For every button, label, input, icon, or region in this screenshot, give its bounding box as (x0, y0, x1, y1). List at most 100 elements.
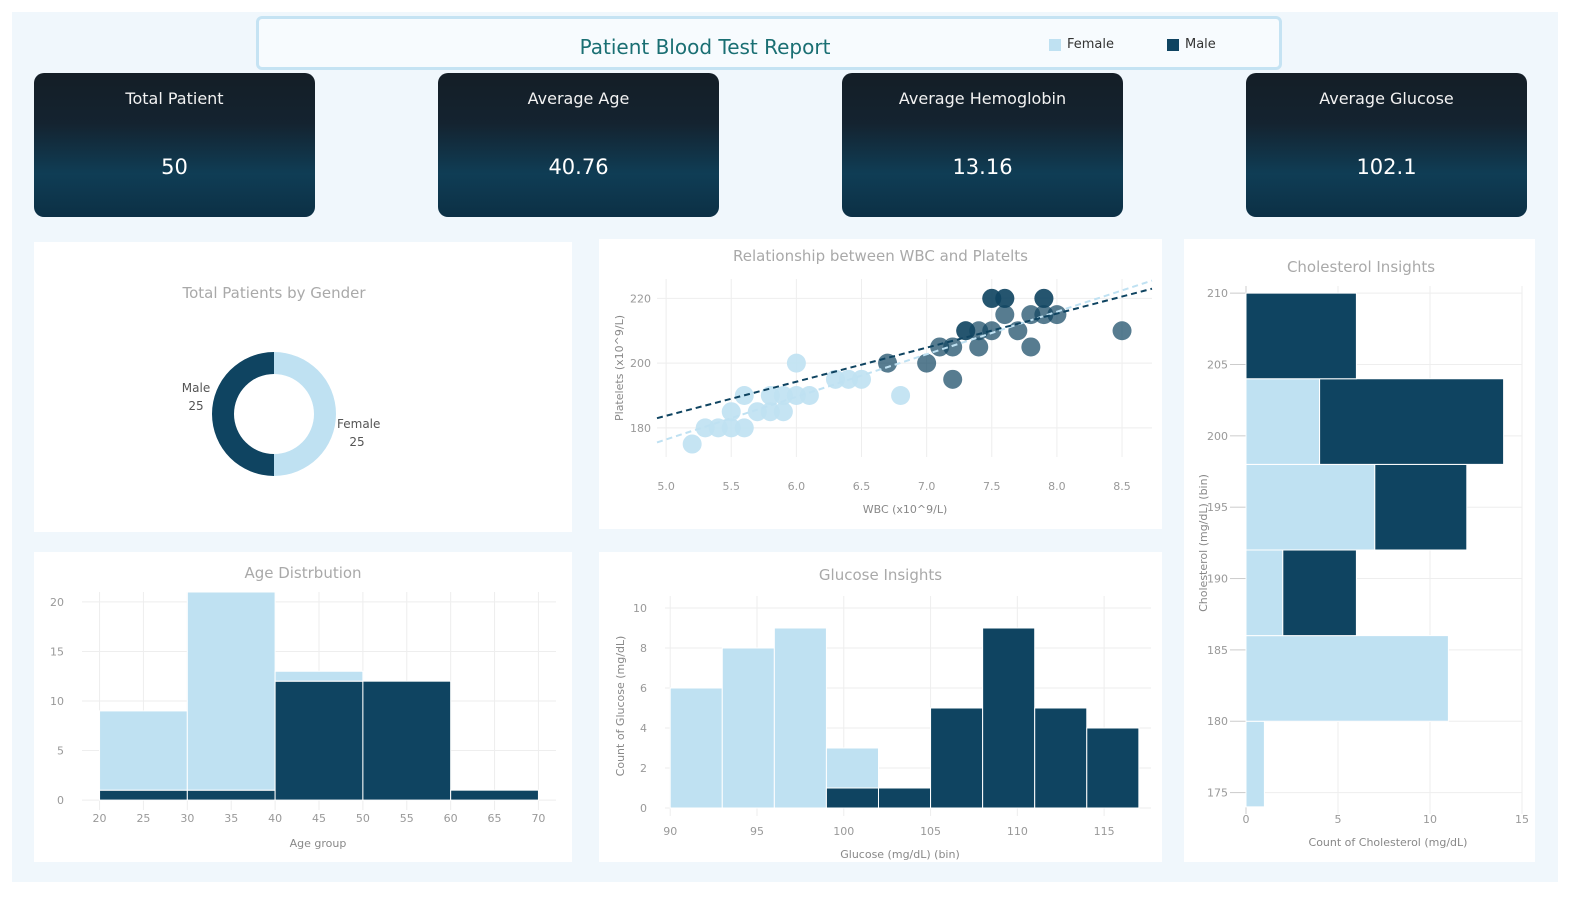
donut-label-male: Male (182, 381, 210, 395)
scatter-point-female (891, 386, 911, 406)
bar-male (930, 707, 984, 809)
report-header: Patient Blood Test Report Female Male (256, 16, 1282, 70)
bar-female (186, 591, 276, 791)
y-tick-label: 195 (1207, 501, 1228, 514)
x-tick-label: 7.5 (983, 480, 1001, 493)
y-tick-label: 175 (1207, 787, 1228, 800)
x-tick-label: 8.5 (1113, 480, 1131, 493)
y-tick-label: 8 (640, 642, 647, 655)
bar-male (1086, 727, 1140, 809)
wbc-platelets-scatter[interactable]: 5.0 5.5 6.0 6.5 7.0 7.5 8.0 8.5 180 200 220 WBC (x1… (599, 239, 1162, 529)
x-tick-label: 5.0 (657, 480, 675, 493)
x-tick-label: 110 (1007, 825, 1028, 838)
bar-female (1245, 378, 1321, 465)
y-tick-label: 10 (50, 695, 64, 708)
female-swatch-icon (1049, 38, 1061, 51)
x-tick-label: 90 (663, 825, 677, 838)
x-tick-label: 7.0 (918, 480, 936, 493)
scatter-point-female (786, 386, 806, 406)
bar-male (99, 789, 188, 801)
kpi-label: Average Age (527, 89, 630, 108)
scatter-point-male (982, 288, 1002, 308)
y-tick-label: 5 (57, 745, 64, 758)
chart-title: Glucose Insights (818, 566, 943, 584)
scatter-point-male (1034, 288, 1054, 308)
scatter-point-male (969, 337, 989, 357)
age-panel: Age Distrbution 20 25 30 35 40 45 50 55 60 65 70 0 5… (34, 552, 572, 862)
x-tick-label: 60 (444, 812, 458, 825)
bar-male (362, 680, 452, 801)
x-tick-label: 10 (1423, 813, 1437, 826)
bar-male (982, 627, 1036, 809)
kpi-card-average-glucose[interactable]: Average Glucose 102.1 (1246, 73, 1527, 217)
donut-value-female: 25 (349, 435, 364, 449)
x-axis-title: WBC (x10^9/L) (863, 503, 948, 516)
y-axis-title: Platelets (x10^9/L) (613, 315, 626, 421)
glucose-histogram[interactable]: 90 95 100 105 110 115 0 2 4 6 8 10 Glucose (mg/dL) (… (599, 552, 1162, 862)
scatter-point-male (995, 288, 1015, 308)
kpi-label: Average Glucose (1319, 89, 1454, 108)
bar-female (721, 647, 775, 809)
scatter-point-female (786, 353, 806, 373)
cholesterol-panel: Cholesterol Insights 0 5 10 15 175 180 185 190 1… (1184, 239, 1535, 862)
bar-male (274, 680, 364, 801)
x-tick-label: 105 (920, 825, 941, 838)
chart-title: Total Patients by Gender (182, 284, 366, 302)
scatter-point-male (1112, 321, 1132, 341)
scatter-panel: Relationship between WBC and Platelts 5.… (599, 239, 1162, 529)
bar-female (1245, 635, 1449, 722)
kpi-value: 13.16 (952, 155, 1013, 179)
kpi-card-total-patient[interactable]: Total Patient 50 (34, 73, 315, 217)
kpi-value: 50 (161, 155, 188, 179)
scatter-point-male (917, 353, 937, 373)
x-tick-label: 55 (400, 812, 414, 825)
bar-male (877, 787, 932, 809)
scatter-point-female (747, 402, 767, 422)
bar-female (1245, 720, 1265, 808)
y-tick-label: 220 (630, 292, 651, 305)
legend-label-female: Female (1067, 37, 1115, 52)
trend-line-male (656, 287, 1153, 420)
cholesterol-histogram[interactable]: 0 5 10 15 175 180 185 190 195 200 205 210 Count of C… (1184, 239, 1535, 862)
bar-male (1245, 292, 1357, 380)
age-histogram[interactable]: 20 25 30 35 40 45 50 55 60 65 70 0 5 10 15 20 Age group (34, 552, 572, 862)
x-tick-label: 0 (1243, 813, 1250, 826)
kpi-value: 102.1 (1356, 155, 1417, 179)
y-tick-label: 0 (57, 794, 64, 807)
kpi-card-average-hemoglobin[interactable]: Average Hemoglobin 13.16 (842, 73, 1123, 217)
scatter-point-female (721, 402, 741, 422)
y-tick-label: 20 (50, 596, 64, 609)
glucose-panel: Glucose Insights 90 95 100 105 110 115 0 2 4 6 8 10… (599, 552, 1162, 862)
scatter-point-male (956, 321, 976, 341)
kpi-label: Total Patient (125, 89, 224, 108)
bar-female (773, 627, 827, 809)
y-tick-label: 15 (50, 645, 64, 658)
chart-title: Age Distrbution (244, 564, 362, 582)
bar-female (1245, 549, 1284, 637)
x-tick-label: 25 (136, 812, 150, 825)
y-tick-label: 4 (640, 722, 647, 735)
y-tick-label: 10 (633, 602, 647, 615)
donut-slice-male (212, 352, 274, 476)
y-tick-label: 2 (640, 762, 647, 775)
x-tick-label: 30 (180, 812, 194, 825)
x-tick-label: 35 (224, 812, 238, 825)
bar-male (1319, 378, 1505, 465)
kpi-card-average-age[interactable]: Average Age 40.76 (438, 73, 719, 217)
scatter-point-female (721, 418, 741, 438)
scatter-point-male (943, 369, 963, 389)
scatter-point-male (1021, 337, 1041, 357)
page-title: Patient Blood Test Report (579, 35, 831, 59)
x-tick-label: 65 (488, 812, 502, 825)
gender-panel: Total Patients by Gender Female 25 Male 25 (34, 242, 572, 532)
bar-male (186, 789, 276, 801)
legend-item-male[interactable]: Male (1167, 37, 1216, 52)
y-tick-label: 210 (1207, 287, 1228, 300)
kpi-label: Average Hemoglobin (898, 89, 1067, 108)
y-axis-title: Cholesterol (mg/dL) (bin) (1197, 474, 1210, 612)
x-axis-title: Glucose (mg/dL) (bin) (840, 848, 960, 861)
gender-donut-chart[interactable]: Female 25 Male 25 (34, 242, 572, 532)
y-tick-label: 185 (1207, 644, 1228, 657)
donut-value-male: 25 (188, 399, 203, 413)
legend-item-female[interactable]: Female (1049, 37, 1114, 52)
